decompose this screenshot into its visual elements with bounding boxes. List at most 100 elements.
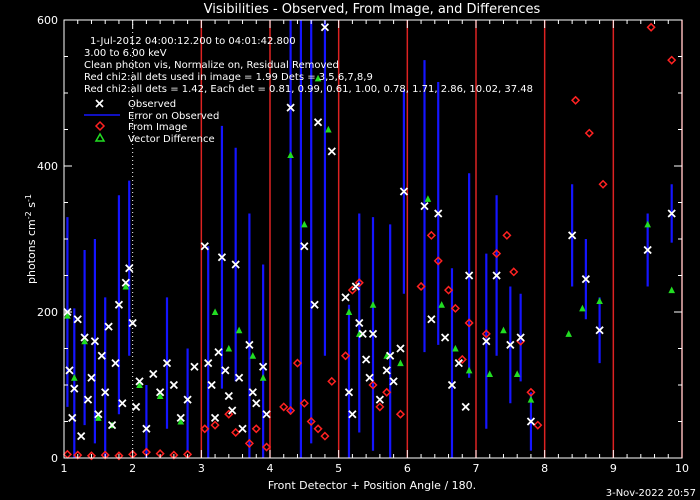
legend-label: From Image — [128, 122, 187, 133]
vector-difference-point — [225, 344, 233, 352]
x-tick-label: 1 — [61, 462, 68, 475]
observed-point — [482, 337, 491, 346]
from-image-point — [279, 402, 289, 412]
timestamp-footer: 3-Nov-2022 20:57 — [606, 488, 696, 499]
y-tick-label: 600 — [37, 14, 58, 27]
observed-point — [245, 340, 254, 349]
observed-point — [252, 399, 261, 408]
observed-point — [341, 293, 350, 302]
vector-difference-point — [70, 374, 78, 381]
y-axis-ticks: 0 200 400 600 — [37, 14, 682, 465]
observed-point — [217, 253, 227, 262]
vector-difference-point — [64, 312, 71, 319]
info-line: 1-Jul-2012 04:00:12.200 to 04:01:42.800 — [90, 36, 296, 47]
observed-point — [310, 300, 319, 309]
observed-point — [300, 242, 309, 251]
observed-point — [238, 424, 247, 433]
observed-point — [90, 337, 100, 346]
y-axis-label-mid: s — [25, 202, 38, 211]
x-tick-label: 9 — [610, 462, 617, 475]
from-image-point — [416, 281, 426, 292]
vector-difference-point — [424, 195, 432, 202]
x-tick-label: 10 — [675, 462, 689, 475]
from-image-point — [306, 416, 316, 427]
from-image-point — [382, 387, 392, 397]
observed-point — [595, 326, 604, 335]
from-image-point — [262, 442, 272, 452]
diamond-icon — [94, 120, 106, 132]
from-image-point — [481, 329, 491, 339]
vector-difference-point — [259, 374, 267, 381]
vector-difference-point — [95, 414, 102, 421]
vector-difference-point — [177, 417, 185, 425]
observed-markers — [63, 23, 676, 441]
from-image-point — [224, 409, 234, 419]
vector-difference-point — [527, 395, 535, 403]
observed-point — [155, 388, 165, 397]
from-image-point — [286, 405, 296, 416]
info-line: Clean photon vis, Normalize on, Residual… — [84, 60, 339, 71]
observed-point — [97, 351, 106, 360]
from-image-point — [210, 420, 220, 430]
observed-point — [526, 417, 536, 426]
info-line: 3.00 to 6.00 keV — [84, 48, 167, 59]
observed-point — [190, 362, 199, 371]
from-image-point — [327, 376, 337, 386]
y-tick-label: 200 — [37, 306, 58, 319]
from-image-point — [509, 267, 519, 277]
from-image-point — [244, 438, 254, 448]
observed-x-icon — [95, 99, 104, 108]
chart-title: Visibilities - Observed, From Image, and… — [204, 2, 541, 17]
observed-point — [464, 271, 474, 280]
from-image-point — [299, 398, 309, 408]
observed-point — [83, 395, 93, 404]
observed-point — [73, 315, 82, 324]
from-image-point — [114, 451, 124, 461]
vector-difference-point — [452, 344, 459, 352]
from-image-point — [433, 256, 443, 266]
observed-point — [68, 413, 77, 422]
observed-point — [114, 300, 124, 309]
vector-difference-point — [500, 326, 507, 334]
x-tick-label: 2 — [129, 462, 136, 475]
observed-point — [125, 264, 134, 273]
observed-point — [382, 366, 391, 375]
from-image-point — [86, 451, 97, 461]
observed-point — [162, 358, 172, 368]
legend-label: Observed — [128, 99, 176, 110]
vector-difference-point — [369, 301, 377, 308]
from-image-point — [200, 424, 210, 434]
observed-point — [107, 421, 117, 430]
from-image-point — [526, 387, 536, 397]
observed-point — [248, 388, 257, 397]
x-axis-ticks: 1 2 3 4 5 6 7 8 9 10 — [61, 20, 689, 475]
observed-point — [70, 384, 79, 393]
y-axis-label-main: photons cm — [25, 219, 38, 284]
x-axis-label: Front Detector + Position Angle / 180. — [268, 479, 476, 492]
vector-difference-point — [81, 337, 88, 345]
observed-point — [386, 351, 395, 360]
observed-point — [581, 275, 591, 284]
vector-difference-point — [596, 297, 603, 305]
observed-point — [368, 329, 378, 339]
observed-point — [399, 187, 409, 196]
observed-point — [358, 329, 367, 339]
observed-point — [351, 282, 360, 291]
vector-difference-point — [122, 282, 130, 290]
observed-point — [142, 424, 151, 433]
observed-point — [234, 373, 244, 382]
observed-point — [396, 344, 405, 353]
observed-point — [258, 362, 268, 371]
observed-point — [135, 377, 144, 386]
from-image-point — [584, 128, 594, 138]
observed-point — [420, 202, 429, 211]
x-tick-label: 5 — [335, 462, 342, 475]
observed-point — [365, 373, 374, 382]
from-image-point — [646, 22, 656, 32]
info-line: Red chi2:all dets = 1.42, Each det = 0.8… — [84, 84, 533, 95]
vector-difference-point — [345, 308, 353, 315]
observed-point — [65, 366, 74, 375]
from-image-point — [347, 285, 357, 295]
observed-point — [118, 399, 127, 408]
from-image-point — [667, 55, 677, 65]
